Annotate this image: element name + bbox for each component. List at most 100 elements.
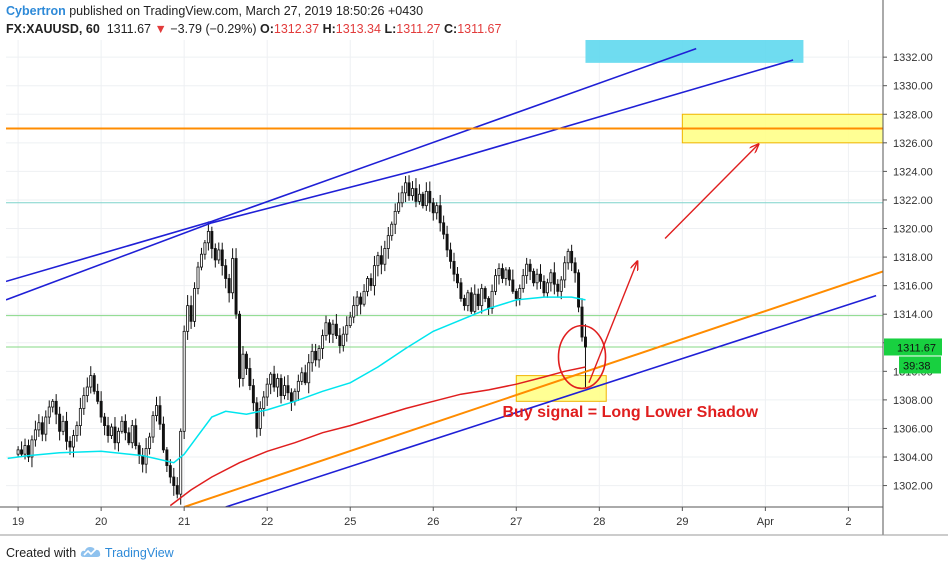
candle-body <box>390 223 394 237</box>
candle-body <box>258 408 262 429</box>
candle-body <box>213 248 217 261</box>
y-tick-label: 1322.00 <box>893 195 933 207</box>
y-tick-label: 1308.00 <box>893 395 933 407</box>
candle-body <box>552 272 556 285</box>
highlight-ellipse <box>557 324 607 390</box>
candle-body <box>514 290 518 299</box>
candle-body <box>99 400 103 418</box>
y-tick-label: 1324.00 <box>893 166 933 178</box>
candle-body <box>456 273 459 284</box>
candle-body <box>71 435 75 448</box>
candle-body <box>504 269 508 279</box>
candle-body <box>113 426 117 444</box>
x-tick-label: 20 <box>95 516 107 528</box>
candle-body <box>545 282 549 294</box>
candle-body <box>494 275 498 292</box>
candle-body <box>272 373 276 388</box>
candle-body <box>327 322 331 335</box>
candle-body <box>469 292 473 312</box>
candle-body <box>483 288 487 299</box>
x-tick-label: 22 <box>261 516 273 528</box>
candle-body <box>141 455 145 465</box>
candle-body <box>68 440 72 448</box>
candle-body <box>248 368 252 387</box>
candle-body <box>556 283 560 292</box>
candle-body <box>573 262 577 274</box>
down-arrow-icon: ▼ <box>154 22 167 36</box>
candle-body <box>165 449 169 466</box>
candle-body <box>47 406 51 418</box>
candle-body <box>279 378 283 397</box>
candles <box>16 175 587 505</box>
y-tick-label: 1328.00 <box>893 109 933 121</box>
candle-body <box>518 288 522 299</box>
author-link[interactable]: Cybertron <box>6 4 66 18</box>
candle-body <box>82 395 86 409</box>
candle-body <box>577 272 581 308</box>
candle-body <box>199 253 203 268</box>
candle-body <box>411 188 414 197</box>
candle-body <box>61 420 65 432</box>
zone-0 <box>585 40 804 63</box>
candle-body <box>265 383 269 398</box>
candle-body <box>293 390 297 402</box>
projection-arrow-1 <box>664 144 758 240</box>
candle-body <box>490 290 494 309</box>
candle-body <box>355 296 359 307</box>
candle-body <box>521 275 525 289</box>
x-tick-label: 25 <box>344 516 356 528</box>
candle-body <box>182 330 186 432</box>
last-price: 1311.67 <box>106 22 151 36</box>
candle-body <box>397 202 401 212</box>
y-tick-label: 1316.00 <box>893 281 933 293</box>
y-tick-label: 1304.00 <box>893 452 933 464</box>
candle-body <box>172 476 176 486</box>
change-value: −3.79 (−0.29%) <box>170 22 257 36</box>
candle-body <box>269 373 273 385</box>
candle-body <box>359 296 363 305</box>
candle-body <box>276 378 280 388</box>
candle-body <box>532 270 536 284</box>
x-tick-label: 28 <box>593 516 605 528</box>
candle-body <box>435 205 439 214</box>
candle-body <box>103 416 107 426</box>
candle-body <box>123 420 127 434</box>
candle-body <box>407 182 411 197</box>
moving-average-1 <box>169 366 586 507</box>
open-value: 1312.37 <box>273 22 320 36</box>
close-label: C: <box>444 22 458 36</box>
candle-body <box>338 335 342 347</box>
candle-body <box>196 266 200 289</box>
tradingview-brand-link[interactable]: TradingView <box>104 545 174 560</box>
y-tick-label: 1306.00 <box>893 423 933 435</box>
x-tick-label: 19 <box>12 516 24 528</box>
candle-body <box>525 263 529 277</box>
candle-body <box>20 449 24 455</box>
countdown-value: 39:38 <box>903 360 931 372</box>
projection-arrow-0 <box>588 261 637 384</box>
high-value: 1313.34 <box>335 22 381 36</box>
candle-body <box>227 278 231 294</box>
candle-body <box>452 260 456 275</box>
candle-body <box>96 390 100 402</box>
candle-body <box>473 293 477 312</box>
candle-body <box>563 262 567 281</box>
candle-body <box>130 425 134 444</box>
candle-body <box>424 190 428 207</box>
close-value: 1311.67 <box>457 22 502 36</box>
x-tick-label: 21 <box>178 516 190 528</box>
candle-body <box>348 316 352 327</box>
candle-body <box>110 426 113 436</box>
candle-body <box>58 413 62 432</box>
candle-body <box>539 273 542 282</box>
trendline-1 <box>6 59 794 301</box>
candle-body <box>78 408 82 426</box>
candle-body <box>372 265 376 287</box>
candle-body <box>75 425 79 436</box>
publish-info: Cybertron published on TradingView.com, … <box>6 4 423 18</box>
candle-body <box>37 422 41 431</box>
candle-body <box>151 415 155 438</box>
candle-body <box>203 242 207 255</box>
candle-body <box>459 282 463 299</box>
